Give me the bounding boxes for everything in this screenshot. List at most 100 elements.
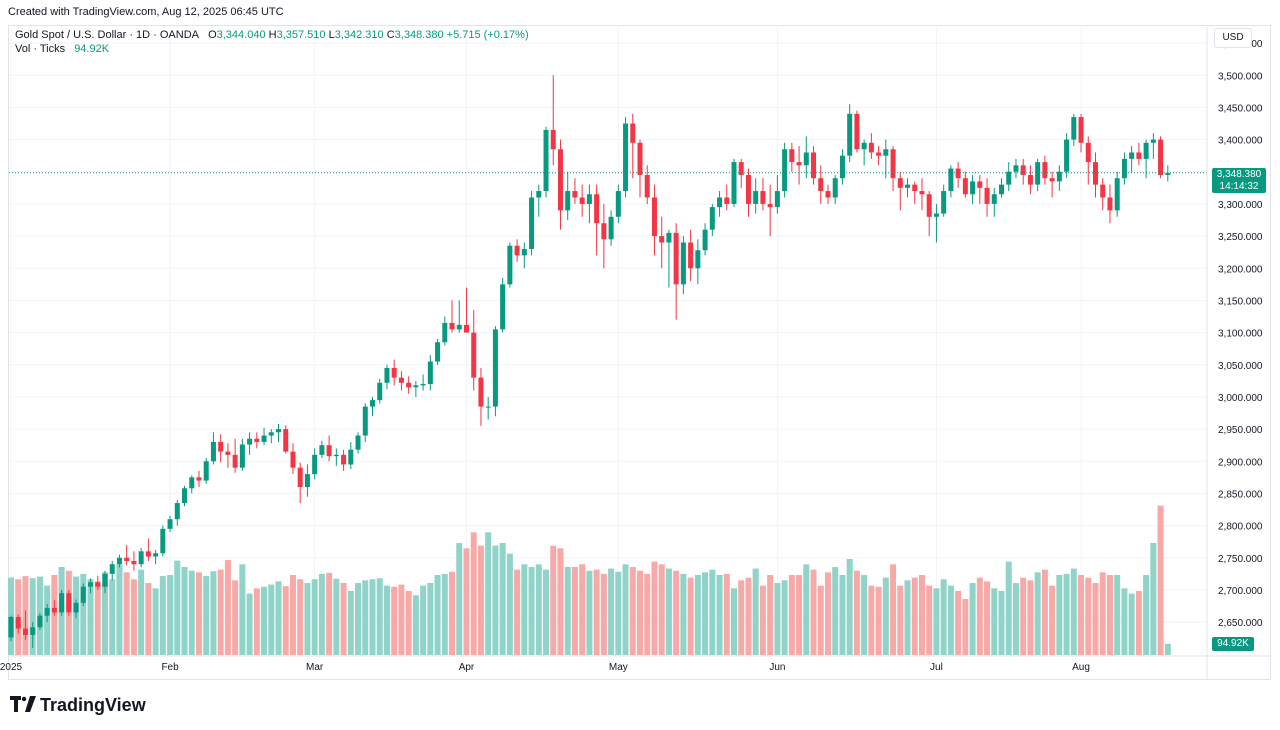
candle-body xyxy=(196,477,202,481)
legend-volume-label[interactable]: Vol · Ticks xyxy=(15,43,66,55)
volume-bar xyxy=(333,578,340,655)
volume-bar xyxy=(861,575,868,655)
volume-bar xyxy=(1041,569,1048,655)
volume-bar xyxy=(1020,577,1027,655)
price-candles xyxy=(8,75,1171,648)
candle-body xyxy=(427,361,433,385)
volume-bar xyxy=(1078,575,1085,655)
volume-bar xyxy=(890,564,897,655)
candle-body xyxy=(1042,162,1048,179)
candle-body xyxy=(623,123,629,192)
candle-body xyxy=(550,129,556,150)
volume-bar xyxy=(803,564,810,655)
volume-bar xyxy=(217,569,224,655)
volume-bar xyxy=(976,577,983,655)
volume-bar xyxy=(326,572,333,655)
volume-bar xyxy=(637,570,644,655)
volume-bar xyxy=(268,584,275,655)
candle-body xyxy=(44,607,50,616)
legend-symbol[interactable]: Gold Spot / U.S. Dollar · 1D · OANDA xyxy=(15,29,199,41)
candle-body xyxy=(832,178,838,198)
candle-body xyxy=(847,113,853,156)
candle-body xyxy=(933,213,939,217)
volume-bar xyxy=(918,575,925,655)
candle-body xyxy=(926,194,932,217)
candle-body xyxy=(218,441,224,452)
chart-grid xyxy=(9,27,1207,656)
candle-body xyxy=(984,187,990,204)
volume-bar xyxy=(984,581,991,655)
candle-body xyxy=(51,607,57,613)
tradingview-logo-icon xyxy=(10,693,36,717)
price-tick-label: 3,000.000 xyxy=(1218,393,1263,404)
candle-body xyxy=(608,216,614,240)
candle-body xyxy=(565,191,571,211)
candle-body xyxy=(232,454,238,468)
tradingview-brand[interactable]: TradingView xyxy=(10,693,146,717)
volume-bar xyxy=(991,588,998,655)
volume-bar xyxy=(658,564,665,655)
candle-body xyxy=(977,181,983,188)
volume-bar xyxy=(846,559,853,655)
volume-bar xyxy=(694,575,701,655)
candle-body xyxy=(463,324,469,333)
candle-body xyxy=(182,488,188,504)
volume-bar xyxy=(868,585,875,655)
volume-value-tag: 94.92K xyxy=(1212,637,1254,651)
candle-body xyxy=(586,194,592,204)
volume-bar xyxy=(1099,572,1106,655)
price-tick-label: 2,850.000 xyxy=(1218,489,1263,500)
candle-body xyxy=(116,557,122,565)
candle-body xyxy=(572,191,578,198)
chart-frame[interactable] xyxy=(8,25,1271,680)
candle-body xyxy=(254,438,260,442)
legend-ohlc-row: Gold Spot / U.S. Dollar · 1D · OANDA O3,… xyxy=(15,28,529,42)
volume-bar xyxy=(405,591,412,655)
volume-bar xyxy=(210,571,217,655)
volume-bar xyxy=(1164,643,1171,655)
volume-bar xyxy=(824,572,831,655)
volume-bar xyxy=(586,570,593,655)
candle-body xyxy=(247,438,253,445)
volume-bar xyxy=(897,585,904,655)
time-tick-label: Jul xyxy=(930,662,943,673)
candle-body xyxy=(890,149,896,179)
candle-body xyxy=(1143,142,1149,159)
candle-body xyxy=(955,168,961,179)
legend-low-value: 3,342.310 xyxy=(334,29,384,41)
candle-body xyxy=(341,454,347,465)
volume-bar xyxy=(832,567,839,655)
candle-body xyxy=(839,155,845,179)
candle-body xyxy=(435,342,441,362)
candle-body xyxy=(478,377,484,407)
candle-body xyxy=(883,149,889,156)
candle-body xyxy=(543,129,549,192)
candle-body xyxy=(854,113,860,150)
volume-bar xyxy=(687,577,694,655)
candle-body xyxy=(579,197,585,204)
volume-bar xyxy=(1049,585,1056,655)
volume-bar xyxy=(608,568,615,655)
volume-bar xyxy=(817,585,824,655)
candle-body xyxy=(659,236,665,243)
volume-bar xyxy=(29,578,36,655)
price-tick-label: 2,650.000 xyxy=(1218,618,1263,629)
candle-body xyxy=(818,178,824,192)
volume-bar xyxy=(1085,577,1092,655)
volume-bar xyxy=(564,567,571,655)
volume-bar xyxy=(947,585,954,655)
candle-body xyxy=(803,152,809,166)
legend-close-label: C xyxy=(386,29,395,41)
volume-bar xyxy=(550,545,557,655)
volume-bar xyxy=(571,567,578,655)
volume-bar xyxy=(145,583,152,655)
legend-open-value: 3,344.040 xyxy=(216,29,266,41)
price-tick-label: 3,200.000 xyxy=(1218,264,1263,275)
candle-body xyxy=(384,367,390,383)
candle-body xyxy=(210,441,216,462)
volume-bar xyxy=(87,579,94,655)
candle-body xyxy=(124,557,130,561)
currency-button[interactable]: USD xyxy=(1214,28,1252,48)
volume-bar xyxy=(261,586,268,655)
